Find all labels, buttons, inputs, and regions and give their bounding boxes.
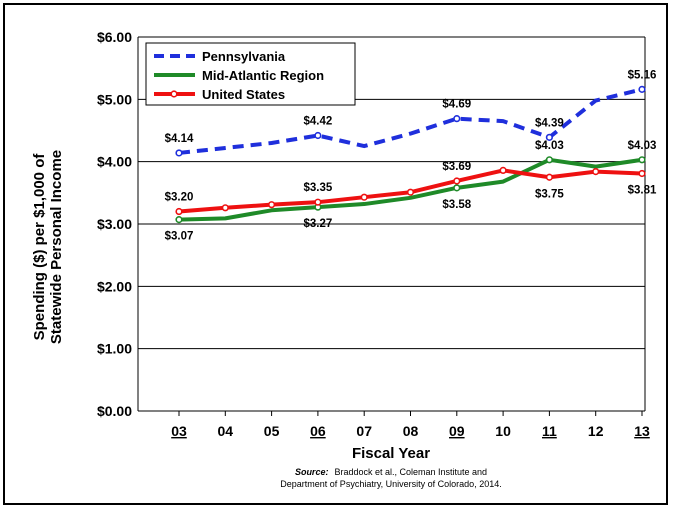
source-line2: Department of Psychiatry, University of … [280, 479, 501, 489]
x-tick-label: 06 [310, 423, 326, 439]
data-point [592, 168, 600, 176]
y-axis-title-line2: Statewide Personal Income [48, 150, 65, 344]
data-label: $3.81 [628, 185, 657, 197]
data-point [545, 133, 554, 141]
legend-marker [170, 90, 178, 98]
data-label: $3.35 [304, 182, 333, 194]
x-axis-ticks: 03 04 05 06 07 08 09 10 11 12 13 [171, 411, 650, 439]
data-point [175, 216, 183, 224]
data-label: $3.20 [165, 192, 194, 204]
data-point [638, 156, 646, 164]
data-point [545, 156, 554, 164]
series-line-1 [178, 157, 643, 222]
data-label: $5.16 [628, 69, 657, 81]
y-axis-ticks: $0.00 $1.00 $2.00 $3.00 $4.00 $5.00 $6.00 [97, 29, 132, 419]
y-tick-label: $3.00 [97, 216, 132, 232]
data-label: $4.03 [535, 140, 564, 152]
data-point [314, 198, 322, 206]
source-line1: Braddock et al., Coleman Institute and [334, 467, 487, 477]
legend: Pennsylvania Mid-Atlantic Region United St… [145, 42, 356, 106]
data-point [499, 166, 507, 174]
data-label: $3.69 [442, 161, 471, 173]
y-axis-title: Spending ($) per $1,000 of Statewide Per… [31, 150, 65, 344]
y-axis-title-line1: Spending ($) per $1,000 of [31, 153, 48, 341]
data-point [221, 204, 229, 212]
source-note: Source: Braddock et al., Coleman Institut… [280, 467, 501, 489]
data-point [268, 201, 276, 209]
data-point [638, 169, 646, 178]
data-point [453, 115, 461, 123]
y-tick-label: $2.00 [97, 278, 132, 294]
series-line-0 [178, 87, 643, 155]
y-tick-label: $6.00 [97, 29, 132, 45]
x-tick-label: 07 [356, 423, 372, 439]
x-tick-label: 10 [495, 423, 511, 439]
data-labels: $4.14 $4.42 $4.69 $4.39 $5.16 $3.20 $3.35 $3.69… [165, 69, 657, 242]
x-tick-label: 13 [634, 423, 650, 439]
x-tick-label: 12 [588, 423, 604, 439]
data-label: $4.69 [442, 99, 471, 111]
data-point [453, 177, 461, 185]
legend-label: Mid-Atlantic Region [202, 68, 324, 83]
x-tick-label: 11 [542, 423, 557, 439]
x-tick-label: 08 [403, 423, 419, 439]
data-point [360, 193, 368, 201]
x-axis-title: Fiscal Year [352, 445, 430, 462]
legend-label: United States [202, 87, 285, 102]
data-label: $4.14 [165, 133, 194, 145]
data-point [406, 188, 415, 196]
line-chart: $0.00 $1.00 $2.00 $3.00 $4.00 $5.00 $6.00 03 04… [31, 29, 657, 489]
svg-text:Source:Braddock et al., Colema: Source: Braddock et al., Coleman Institut… [295, 467, 487, 477]
source-label: Source: [295, 467, 329, 477]
data-label: $3.75 [535, 188, 564, 200]
x-tick-label: 09 [449, 423, 465, 439]
legend-label: Pennsylvania [202, 49, 286, 64]
data-label: $3.58 [442, 199, 471, 211]
data-point [453, 184, 461, 192]
data-point [545, 173, 554, 181]
y-tick-label: $4.00 [97, 154, 132, 170]
data-label: $3.07 [165, 231, 194, 243]
y-tick-label: $1.00 [97, 341, 132, 357]
data-label: $3.27 [304, 218, 333, 230]
data-point [314, 131, 322, 140]
y-tick-label: $5.00 [97, 91, 132, 107]
x-tick-label: 03 [171, 423, 187, 439]
data-label: $4.39 [535, 117, 564, 129]
x-tick-label: 04 [218, 423, 234, 439]
data-label: $4.03 [628, 140, 657, 152]
series-lines [175, 85, 646, 224]
x-tick-label: 05 [264, 423, 280, 439]
data-point [175, 207, 183, 216]
data-label: $4.42 [304, 115, 333, 127]
y-tick-label: $0.00 [97, 403, 132, 419]
data-point [638, 85, 646, 93]
data-point [175, 149, 183, 157]
chart-frame: $0.00 $1.00 $2.00 $3.00 $4.00 $5.00 $6.00 03 04… [3, 3, 668, 505]
